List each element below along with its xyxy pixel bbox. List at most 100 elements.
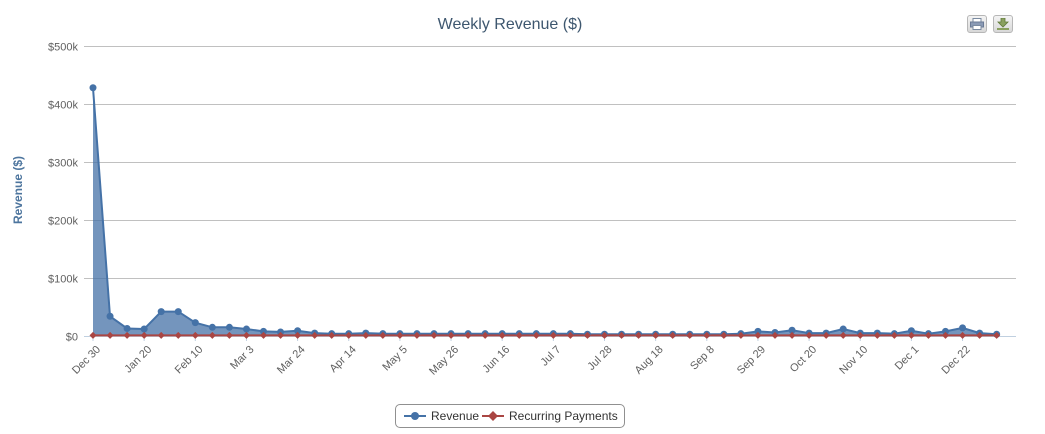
recurring-payments-point (976, 331, 984, 339)
recurring-payments-point (225, 331, 233, 339)
recurring-payments-point (447, 331, 455, 339)
recurring-payments-point (993, 331, 1001, 339)
legend-revenue-label: Revenue (431, 409, 480, 423)
legend-recurring-marker (482, 411, 504, 421)
print-button[interactable] (967, 15, 987, 33)
y-axis-label: Revenue ($) (11, 156, 25, 224)
export-button[interactable] (993, 15, 1013, 33)
series-layer (92, 87, 997, 337)
recurring-payments-point (890, 331, 898, 339)
recurring-payments-point (686, 331, 694, 339)
chart-legend: Revenue Recurring Payments (395, 404, 625, 428)
revenue-point (260, 327, 267, 335)
recurring-payments-point (788, 331, 796, 339)
revenue-point (788, 326, 796, 334)
download-icon (997, 18, 1009, 30)
recurring-payments-point (328, 331, 336, 339)
recurring-payments-point (157, 331, 165, 339)
recurring-payments-point (737, 331, 745, 339)
recurring-payments-point (566, 331, 574, 339)
recurring-payments-point (260, 331, 267, 339)
x-tick-label: Jun 16 (480, 344, 512, 376)
x-tick-label: Jan 20 (122, 344, 154, 376)
recurring-payments-point (242, 331, 250, 339)
x-tick-label: May 5 (380, 344, 410, 374)
chart-title: Weekly Revenue ($) (438, 16, 583, 33)
recurring-payments-point (140, 331, 148, 339)
x-tick-label: Feb 10 (173, 344, 206, 377)
revenue-point (89, 84, 97, 92)
recurring-payments-point (396, 331, 404, 339)
recurring-payments-point (311, 331, 319, 339)
y-tick-label: $200k (48, 216, 78, 228)
recurring-payments-point (907, 331, 915, 339)
grid-lines (84, 46, 1016, 337)
revenue-point (191, 319, 199, 327)
recurring-payments-point (208, 331, 216, 339)
recurring-payments-point (362, 331, 370, 339)
recurring-payments-point (481, 331, 489, 339)
revenue-point (225, 323, 233, 331)
x-tick-label: Jul 7 (539, 344, 564, 369)
x-tick-label: Sep 29 (735, 344, 768, 377)
revenue-point (123, 324, 131, 332)
recurring-payments-point (498, 331, 506, 339)
recurring-payments-point (413, 331, 421, 339)
recurring-payments-point (856, 331, 864, 339)
revenue-area (93, 87, 997, 336)
recurring-payments-point (515, 331, 523, 339)
recurring-payments-point (583, 331, 591, 339)
x-tick-label: Dec 30 (70, 344, 103, 377)
x-tick-label: May 26 (427, 344, 461, 378)
recurring-payments-point (771, 331, 779, 339)
recurring-payments-point (805, 331, 813, 339)
recurring-payments-point (942, 331, 949, 339)
recurring-payments-point (635, 331, 643, 339)
recurring-payments-point (754, 331, 762, 339)
recurring-payments-point (430, 331, 438, 339)
recurring-payments-point (601, 331, 608, 339)
recurring-payments-point (277, 331, 285, 339)
recurring-payments-point (174, 331, 182, 339)
x-tick-label: Sep 8 (688, 344, 717, 373)
printer-icon (970, 18, 984, 30)
recurring-payments-point (106, 331, 114, 339)
recurring-payments-point (549, 331, 557, 339)
revenue-point (140, 325, 148, 333)
x-tick-label: Dec 22 (940, 344, 973, 377)
y-tick-label: $300k (48, 158, 78, 170)
revenue-point (174, 308, 182, 316)
y-tick-label: $500k (48, 42, 78, 54)
revenue-point (942, 327, 949, 335)
revenue-point (106, 312, 114, 320)
marker-layer (89, 84, 1001, 339)
recurring-payments-point (873, 331, 881, 339)
revenue-point (959, 324, 967, 332)
revenue-point (208, 323, 216, 331)
recurring-payments-point (123, 331, 131, 339)
recurring-payments-point (379, 331, 387, 339)
recurring-payments-point (89, 331, 97, 339)
x-tick-label: Apr 14 (327, 344, 358, 375)
revenue-point (907, 327, 915, 335)
y-tick-label: $100k (48, 274, 78, 286)
y-tick-label: $0 (66, 332, 78, 344)
revenue-point (839, 325, 847, 333)
revenue-point (242, 325, 250, 333)
x-tick-label: Nov 10 (837, 344, 870, 377)
recurring-payments-point (618, 331, 626, 339)
revenue-line (92, 87, 997, 336)
recurring-payments-point (924, 331, 932, 339)
x-tick-label: Mar 24 (275, 344, 308, 377)
recurring-payments-point (532, 331, 540, 339)
recurring-payments-point (669, 331, 677, 339)
recurring-payments-point (839, 331, 847, 339)
x-tick-label: Jul 28 (585, 344, 614, 373)
x-tick-label: Mar 3 (228, 344, 256, 372)
legend-revenue-marker (404, 412, 426, 420)
recurring-payments-point (464, 331, 472, 339)
x-axis-ticks: Dec 30 Jan 20 Feb 10 Mar 3 Mar 24 Apr 14 May 5… (70, 336, 1016, 378)
x-tick-label: Dec 1 (893, 344, 922, 373)
revenue-point (754, 327, 762, 335)
